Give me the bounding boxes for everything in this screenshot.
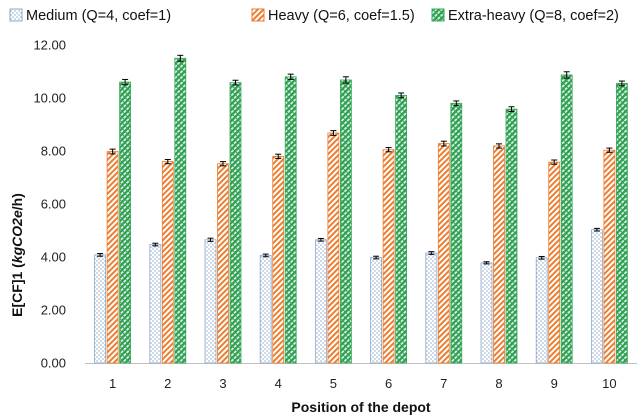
- y-axis-title-unit: kgCO2e: [9, 210, 25, 263]
- y-tick-label: 2.00: [41, 303, 66, 318]
- y-tick-label: 8.00: [41, 144, 66, 159]
- bar-diagonal: [106, 151, 119, 364]
- x-tick-label: 9: [551, 376, 558, 391]
- legend-item: Heavy (Q=6, coef=1.5): [251, 8, 415, 24]
- bar-diagonal: [437, 143, 450, 364]
- bar-diagonal: [603, 149, 616, 364]
- bar-dots: [370, 257, 383, 364]
- bar-dots: [425, 252, 438, 364]
- legend-swatch: [251, 8, 265, 22]
- bar-dots: [204, 239, 217, 364]
- x-tick-label: 3: [219, 376, 226, 391]
- bar-diagonal: [493, 145, 505, 364]
- bar-dots: [314, 239, 327, 364]
- bar-dots: [480, 262, 493, 364]
- y-axis-title: E[CF]1 (kgCO2e/h): [9, 193, 25, 317]
- legend-swatch: [9, 8, 23, 22]
- x-tick-label: 5: [330, 376, 337, 391]
- legend-label: Medium (Q=4, coef=1): [26, 8, 171, 24]
- bar-crosshatch: [284, 76, 297, 364]
- bar-dots: [535, 257, 548, 364]
- bar-dots: [591, 229, 603, 364]
- x-tick-label: 2: [164, 376, 171, 391]
- bar-crosshatch: [450, 102, 463, 364]
- y-tick-label: 6.00: [41, 197, 66, 212]
- bar-diagonal: [327, 132, 340, 364]
- x-tick-label: 8: [495, 376, 502, 391]
- x-tick-label: 10: [602, 376, 616, 391]
- bar-dots: [94, 254, 106, 364]
- x-tick-label: 4: [275, 376, 282, 391]
- x-tick-label: 7: [440, 376, 447, 391]
- y-axis-title-prefix: E[CF]1 (: [9, 263, 25, 317]
- y-tick-label: 10.00: [33, 91, 66, 106]
- legend: Medium (Q=4, coef=1) Heavy (Q=6, coef=1.5…: [9, 8, 619, 24]
- bar-diagonal: [272, 155, 285, 364]
- y-tick-label: 4.00: [41, 250, 66, 265]
- legend-item: Extra-heavy (Q=8, coef=2): [431, 8, 619, 24]
- x-axis-title: Position of the depot: [291, 399, 431, 415]
- y-tick-label: 12.00: [33, 38, 66, 53]
- bar-diagonal: [382, 149, 395, 364]
- bar-crosshatch: [616, 83, 628, 364]
- bar-diagonal: [217, 163, 229, 364]
- bar-dots: [259, 255, 272, 364]
- bar-crosshatch: [229, 82, 242, 364]
- bar-crosshatch: [395, 94, 408, 364]
- bar-crosshatch: [174, 57, 187, 364]
- legend-item: Medium (Q=4, coef=1): [9, 8, 171, 24]
- x-tick-label: 6: [385, 376, 392, 391]
- bar-diagonal: [548, 161, 561, 364]
- legend-label: Heavy (Q=6, coef=1.5): [268, 8, 415, 24]
- bar-dots: [149, 244, 162, 364]
- y-axis-title-suffix: /h): [9, 193, 25, 210]
- legend-label: Extra-heavy (Q=8, coef=2): [448, 8, 619, 24]
- y-axis: 0.00 2.00 4.00 6.00 8.00 10.00 12.00: [33, 38, 66, 371]
- x-tick-label: 1: [109, 376, 116, 391]
- legend-swatch: [431, 8, 445, 22]
- bar-crosshatch: [560, 74, 573, 364]
- bar-crosshatch: [119, 81, 131, 364]
- bar-diagonal: [161, 161, 174, 364]
- bar-crosshatch: [339, 79, 352, 364]
- bar-crosshatch: [505, 108, 518, 364]
- bars-layer: [94, 54, 628, 364]
- y-tick-label: 0.00: [41, 356, 66, 371]
- x-axis: 1 2 3 4 5 6 7 8 9 10: [85, 363, 637, 391]
